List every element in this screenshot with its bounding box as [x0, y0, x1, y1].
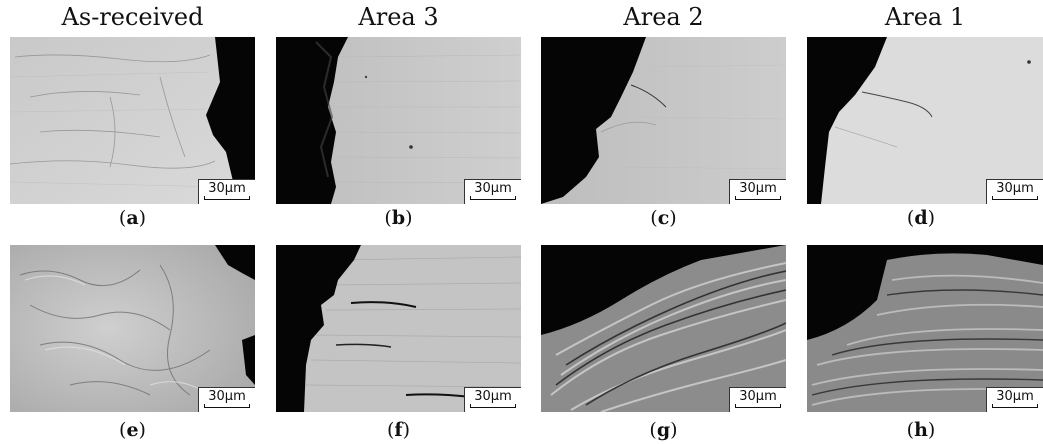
scale-bar-label: 30µm: [739, 181, 777, 196]
caption-letter: e: [126, 419, 139, 441]
caption-f: (f): [386, 419, 411, 441]
caption-letter: c: [657, 207, 670, 229]
micrograph-d: 30µm: [807, 37, 1043, 204]
micrograph-h: 30µm: [807, 245, 1043, 412]
scale-bar-label: 30µm: [208, 181, 246, 196]
caption-b: (b): [384, 207, 413, 229]
column-heading-as-received: As-received: [61, 3, 204, 31]
scale-bar: 30µm: [729, 387, 786, 412]
scale-bar-label: 30µm: [474, 389, 512, 404]
scale-bar-label: 30µm: [739, 389, 777, 404]
scale-bar: 30µm: [464, 179, 521, 204]
column-heading-area-1: Area 1: [884, 3, 966, 31]
scale-bar: 30µm: [464, 387, 521, 412]
scale-bar: 30µm: [729, 179, 786, 204]
micrograph-b: 30µm: [276, 37, 521, 204]
scale-bar-label: 30µm: [996, 389, 1034, 404]
scale-bar: 30µm: [198, 387, 255, 412]
caption-e: (e): [119, 419, 146, 441]
micrograph-g: 30µm: [541, 245, 786, 412]
micrograph-e: 30µm: [10, 245, 255, 412]
caption-letter: d: [914, 207, 928, 229]
micrograph-c: 30µm: [541, 37, 786, 204]
column-heading-area-3: Area 3: [358, 3, 439, 31]
caption-letter: h: [914, 419, 928, 441]
caption-letter: f: [394, 419, 403, 441]
scale-bar: 30µm: [198, 179, 255, 204]
caption-a: (a): [118, 207, 147, 229]
micrograph-a: 30µm: [10, 37, 255, 204]
caption-letter: g: [656, 419, 671, 441]
scale-bar-label: 30µm: [996, 181, 1034, 196]
caption-g: (g): [649, 419, 678, 441]
caption-c: (c): [650, 207, 677, 229]
scale-bar: 30µm: [986, 179, 1043, 204]
caption-letter: b: [391, 207, 406, 229]
scale-bar-label: 30µm: [474, 181, 512, 196]
column-heading-area-2: Area 2: [623, 3, 704, 31]
caption-letter: a: [126, 207, 139, 229]
caption-h: (h): [906, 419, 936, 441]
scale-bar-label: 30µm: [208, 389, 246, 404]
scale-bar: 30µm: [986, 387, 1043, 412]
caption-d: (d): [906, 207, 936, 229]
micrograph-f: 30µm: [276, 245, 521, 412]
